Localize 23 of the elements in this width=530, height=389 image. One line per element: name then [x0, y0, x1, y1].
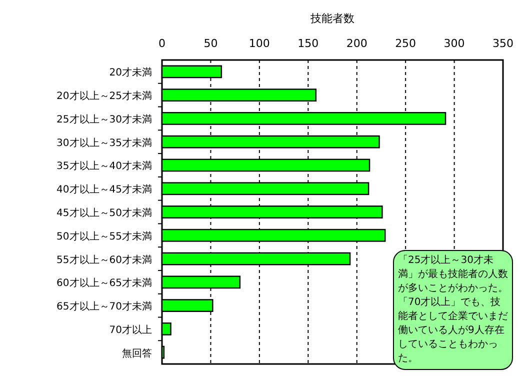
- annotation: 「25才以上～30才未満」が最も技能者の人数が多いことがわかった。「70才以上」でも、技能者として企業でいまだ働いている人が9人存在していることもわかった。: [393, 250, 513, 370]
- x-tick-label: 250: [395, 37, 416, 50]
- y-tick-label: 20才以上～25才未満: [56, 90, 152, 102]
- x-tick-label: 100: [248, 37, 270, 50]
- y-tick-label: 60才以上～65才未満: [56, 277, 152, 290]
- x-tick-label: 0: [158, 37, 166, 50]
- y-tick-label: 70才以上: [109, 324, 152, 336]
- y-tick-label: 40才以上～45才未満: [56, 184, 152, 196]
- y-tick-label: 20才未満: [109, 66, 152, 79]
- x-tick-label: 200: [346, 37, 368, 50]
- y-tick-label: 無回答: [122, 347, 152, 360]
- y-tick-label: 45才以上～50才未満: [56, 207, 152, 219]
- y-tick-label: 65才以上～70才未満: [56, 300, 152, 313]
- y-tick-label: 55才以上～60才未満: [56, 254, 152, 266]
- y-tick-label: 35才以上～40才未満: [56, 160, 152, 172]
- x-axis-title: 技能者数: [310, 12, 354, 25]
- y-tick-label: 50才以上～55才未満: [56, 230, 152, 242]
- x-tick-label: 300: [444, 37, 465, 50]
- x-tick-label: 150: [298, 37, 319, 50]
- x-tick-label: 350: [492, 37, 514, 50]
- x-tick-label: 50: [204, 37, 218, 50]
- y-tick-label: 25才以上～30才未満: [56, 113, 152, 126]
- y-tick-label: 30才以上～35才未満: [56, 136, 152, 149]
